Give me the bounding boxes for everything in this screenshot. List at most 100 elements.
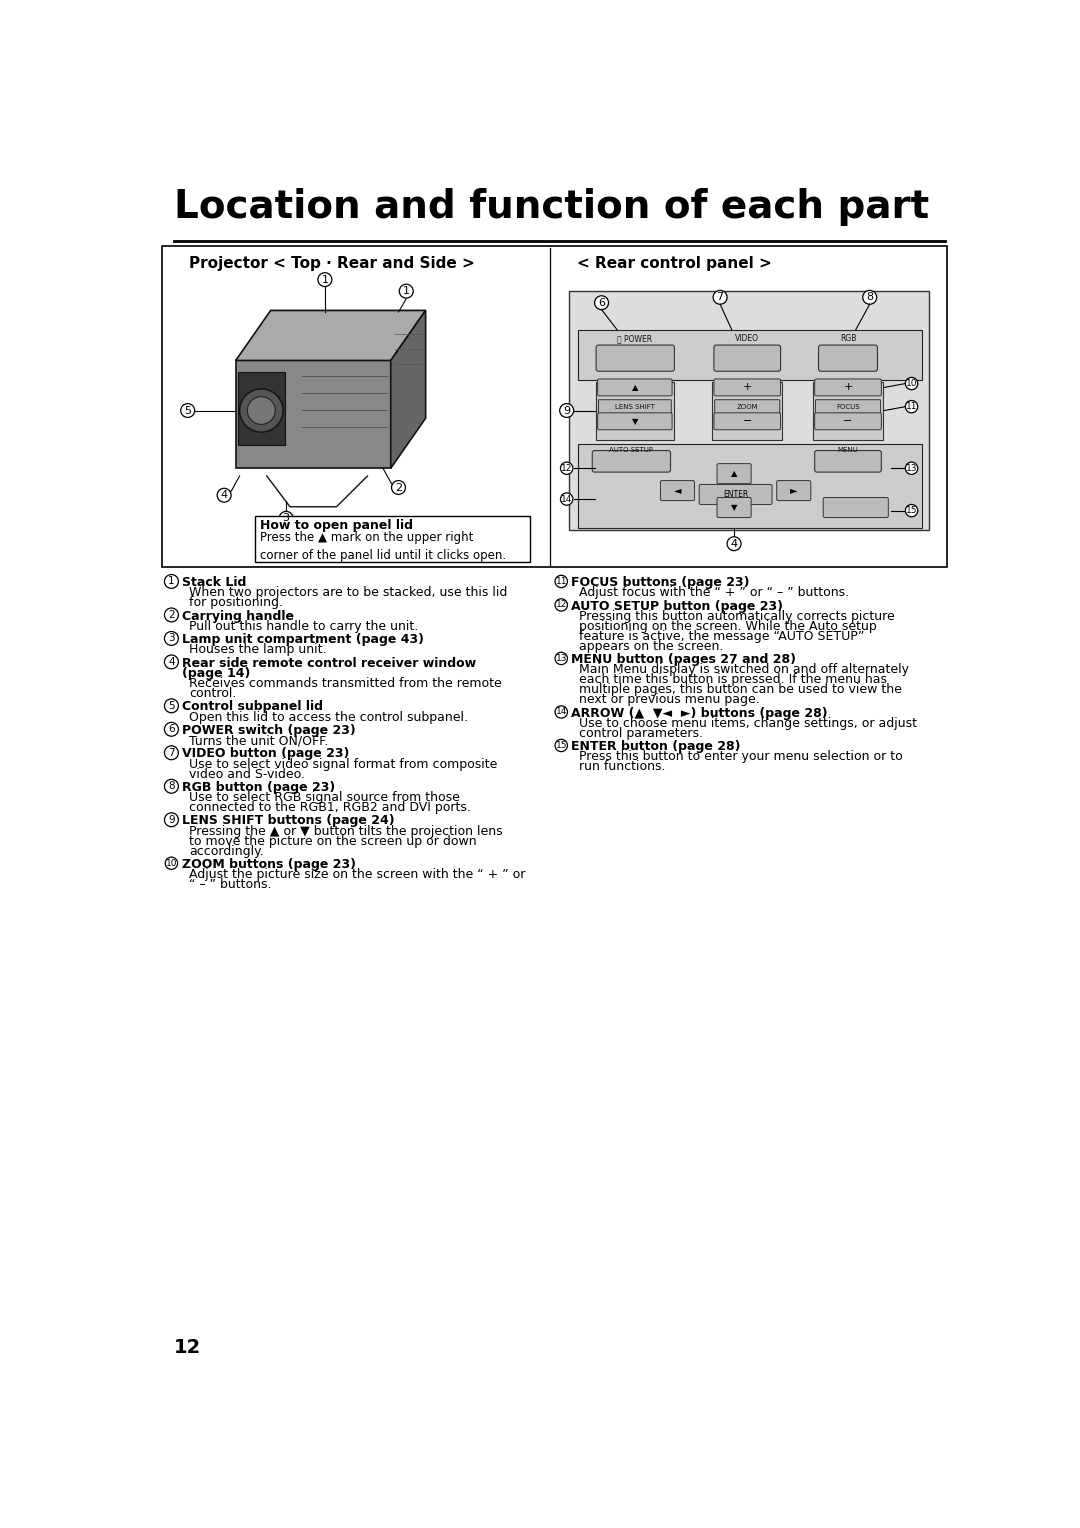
Text: 4: 4 — [730, 539, 738, 549]
Bar — [596, 382, 674, 440]
Text: ▼: ▼ — [731, 503, 738, 512]
Circle shape — [727, 536, 741, 550]
Text: ENTER button (page 28): ENTER button (page 28) — [571, 740, 741, 753]
Text: control.: control. — [189, 688, 237, 700]
Text: Use to select video signal format from composite: Use to select video signal format from c… — [189, 758, 498, 770]
Text: ▼: ▼ — [632, 417, 638, 426]
Text: 11: 11 — [906, 402, 917, 411]
Text: 6: 6 — [598, 298, 605, 307]
Text: RGB: RGB — [840, 335, 856, 344]
FancyBboxPatch shape — [714, 379, 781, 396]
Bar — [238, 371, 284, 445]
Text: +: + — [843, 382, 853, 393]
Text: Adjust focus with the “ + ” or “ – ” buttons.: Adjust focus with the “ + ” or “ – ” but… — [579, 587, 849, 599]
Polygon shape — [235, 310, 426, 361]
Text: LENS SHIFT buttons (page 24): LENS SHIFT buttons (page 24) — [181, 814, 394, 827]
Text: Pressing this button automatically corrects picture: Pressing this button automatically corre… — [579, 610, 895, 623]
Text: Rear side remote control receiver window: Rear side remote control receiver window — [181, 657, 475, 669]
Text: Projector < Top · Rear and Side >: Projector < Top · Rear and Side > — [189, 255, 475, 270]
Text: appears on the screen.: appears on the screen. — [579, 640, 724, 652]
Circle shape — [164, 631, 178, 645]
Bar — [713, 382, 782, 440]
Text: ARROW (▲  ▼◄  ►) buttons (page 28): ARROW (▲ ▼◄ ►) buttons (page 28) — [571, 706, 828, 720]
Text: Pressing the ▲ or ▼ button tilts the projection lens: Pressing the ▲ or ▼ button tilts the pro… — [189, 825, 503, 837]
Text: Pull out this handle to carry the unit.: Pull out this handle to carry the unit. — [189, 620, 419, 633]
FancyBboxPatch shape — [592, 451, 671, 472]
Text: Receives commands transmitted from the remote: Receives commands transmitted from the r… — [189, 677, 502, 691]
Circle shape — [555, 652, 567, 665]
Text: 9: 9 — [563, 405, 570, 416]
Circle shape — [905, 400, 918, 413]
Text: (page 14): (page 14) — [181, 666, 249, 680]
Text: 4: 4 — [220, 490, 228, 500]
Text: 7: 7 — [168, 747, 175, 758]
Text: −: − — [743, 416, 752, 426]
Text: 12: 12 — [561, 465, 572, 472]
Text: to move the picture on the screen up or down: to move the picture on the screen up or … — [189, 834, 477, 848]
FancyBboxPatch shape — [699, 484, 772, 504]
Text: Main Menu display is switched on and off alternately: Main Menu display is switched on and off… — [579, 663, 909, 677]
Circle shape — [400, 284, 414, 298]
Text: next or previous menu page.: next or previous menu page. — [579, 694, 760, 706]
Circle shape — [318, 272, 332, 287]
Circle shape — [863, 290, 877, 304]
Text: Open this lid to access the control subpanel.: Open this lid to access the control subp… — [189, 711, 469, 724]
Text: 5: 5 — [168, 701, 175, 711]
FancyBboxPatch shape — [714, 345, 781, 371]
Bar — [813, 382, 882, 440]
Circle shape — [279, 512, 293, 526]
Circle shape — [247, 397, 275, 425]
Text: 10: 10 — [165, 859, 177, 868]
Text: 13: 13 — [906, 465, 917, 472]
Bar — [578, 330, 921, 380]
Circle shape — [561, 461, 572, 474]
FancyBboxPatch shape — [815, 400, 880, 414]
Text: How to open panel lid: How to open panel lid — [260, 520, 413, 532]
FancyBboxPatch shape — [717, 463, 751, 484]
Text: Location and function of each part: Location and function of each part — [174, 188, 929, 226]
FancyBboxPatch shape — [717, 498, 751, 518]
Text: 6: 6 — [168, 724, 175, 735]
Text: 10: 10 — [906, 379, 917, 388]
Text: Houses the lamp unit.: Houses the lamp unit. — [189, 643, 327, 657]
Circle shape — [392, 481, 405, 495]
Circle shape — [555, 740, 567, 752]
Circle shape — [164, 813, 178, 827]
Text: Use to choose menu items, change settings, or adjust: Use to choose menu items, change setting… — [579, 717, 917, 730]
Bar — [569, 292, 930, 530]
Text: RGB button (page 23): RGB button (page 23) — [181, 781, 335, 795]
Text: 8: 8 — [168, 781, 175, 792]
Text: 1: 1 — [403, 286, 409, 296]
FancyBboxPatch shape — [714, 413, 781, 429]
Text: Adjust the picture size on the screen with the “ + ” or: Adjust the picture size on the screen wi… — [189, 868, 526, 882]
Bar — [255, 516, 530, 562]
Circle shape — [217, 489, 231, 503]
Text: MENU: MENU — [838, 446, 859, 452]
FancyBboxPatch shape — [597, 379, 672, 396]
Text: FOCUS: FOCUS — [836, 403, 860, 410]
Circle shape — [165, 857, 177, 869]
Text: ◄: ◄ — [674, 486, 681, 495]
Text: 12: 12 — [174, 1339, 201, 1357]
Circle shape — [164, 698, 178, 712]
Text: for positioning.: for positioning. — [189, 596, 283, 610]
FancyBboxPatch shape — [823, 498, 889, 518]
Text: feature is active, the message “AUTO SETUP”: feature is active, the message “AUTO SET… — [579, 630, 864, 643]
Text: Carrying handle: Carrying handle — [181, 610, 294, 622]
Text: Press the ▲ mark on the upper right
corner of the panel lid until it clicks open: Press the ▲ mark on the upper right corn… — [260, 530, 505, 562]
Text: Control subpanel lid: Control subpanel lid — [181, 700, 323, 714]
Text: AUTO SETUP button (page 23): AUTO SETUP button (page 23) — [571, 599, 783, 613]
Text: Lamp unit compartment (page 43): Lamp unit compartment (page 43) — [181, 633, 423, 646]
Text: 15: 15 — [555, 741, 567, 750]
Text: “ – ” buttons.: “ – ” buttons. — [189, 879, 272, 891]
Text: ►: ► — [789, 486, 797, 495]
Circle shape — [240, 390, 283, 432]
Text: 7: 7 — [716, 292, 724, 303]
Text: 2: 2 — [395, 483, 402, 492]
Circle shape — [180, 403, 194, 417]
Text: run functions.: run functions. — [579, 761, 665, 773]
Circle shape — [905, 504, 918, 516]
FancyBboxPatch shape — [814, 413, 881, 429]
Text: ⏻ POWER: ⏻ POWER — [618, 335, 652, 344]
Circle shape — [164, 608, 178, 622]
